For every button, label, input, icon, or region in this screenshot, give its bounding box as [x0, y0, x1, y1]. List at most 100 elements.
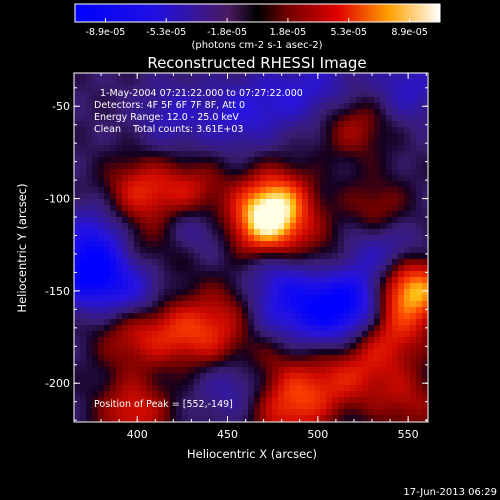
heatmap-cell [170, 373, 177, 380]
heatmap-cell [92, 265, 99, 272]
heatmap-cell [206, 133, 213, 140]
heatmap-cell [362, 115, 369, 122]
heatmap-cell [416, 343, 423, 350]
heatmap-cell [182, 103, 189, 110]
heatmap-cell [98, 379, 105, 386]
heatmap-cell [158, 103, 165, 110]
heatmap-cell [320, 103, 327, 110]
heatmap-cell [182, 133, 189, 140]
heatmap-cell [230, 349, 237, 356]
heatmap-cell [116, 91, 123, 98]
heatmap-cell [398, 133, 405, 140]
heatmap-cell [74, 289, 81, 296]
heatmap-cell [284, 385, 291, 392]
heatmap-cell [218, 229, 225, 236]
heatmap-cell [146, 109, 153, 116]
heatmap-cell [140, 157, 147, 164]
heatmap-cell [266, 163, 273, 170]
heatmap-cell [254, 121, 261, 128]
heatmap-cell [314, 193, 321, 200]
heatmap-cell [266, 385, 273, 392]
heatmap-cell [146, 91, 153, 98]
heatmap-cell [380, 79, 387, 86]
heatmap-cell [344, 355, 351, 362]
heatmap-cell [302, 79, 309, 86]
heatmap-cell [362, 97, 369, 104]
heatmap-cell [110, 373, 117, 380]
heatmap-cell [242, 325, 249, 332]
heatmap-cell [206, 91, 213, 98]
heatmap-cell [326, 397, 333, 404]
heatmap-cell [326, 409, 333, 416]
heatmap-cell [230, 343, 237, 350]
heatmap-cell [212, 349, 219, 356]
heatmap-cell [80, 337, 87, 344]
heatmap-cell [116, 103, 123, 110]
heatmap-cell [272, 211, 279, 218]
heatmap-cell [152, 319, 159, 326]
heatmap-cell [80, 163, 87, 170]
heatmap-cell [98, 367, 105, 374]
heatmap-cell [104, 91, 111, 98]
heatmap-cell [110, 187, 117, 194]
heatmap-cell [194, 385, 201, 392]
heatmap-cell [134, 193, 141, 200]
heatmap-cell [236, 103, 243, 110]
heatmap-cell [344, 415, 351, 422]
heatmap-cell [92, 235, 99, 242]
heatmap-cell [296, 301, 303, 308]
heatmap-cell [344, 403, 351, 410]
heatmap-cell [320, 217, 327, 224]
heatmap-cell [122, 319, 129, 326]
heatmap-cell [290, 307, 297, 314]
heatmap-cell [308, 175, 315, 182]
heatmap-cell [344, 157, 351, 164]
heatmap-cell [374, 283, 381, 290]
heatmap-cell [302, 325, 309, 332]
heatmap-cell [386, 397, 393, 404]
heatmap-cell [176, 313, 183, 320]
heatmap-cell [170, 205, 177, 212]
heatmap-cell [380, 409, 387, 416]
heatmap-cell [416, 307, 423, 314]
heatmap-cell [230, 301, 237, 308]
heatmap-cell [338, 325, 345, 332]
heatmap-cell [152, 163, 159, 170]
heatmap-cell [152, 403, 159, 410]
heatmap-cell [326, 283, 333, 290]
heatmap-cell [134, 85, 141, 92]
heatmap-cell [242, 271, 249, 278]
heatmap-cell [392, 79, 399, 86]
heatmap-cell [242, 181, 249, 188]
heatmap-cell [326, 253, 333, 260]
heatmap-cell [248, 79, 255, 86]
heatmap-cell [344, 265, 351, 272]
heatmap-cell [308, 343, 315, 350]
heatmap-cell [374, 109, 381, 116]
heatmap-cell [152, 199, 159, 206]
heatmap-cell [350, 109, 357, 116]
heatmap-cell [266, 217, 273, 224]
heatmap-cell [80, 265, 87, 272]
heatmap-cell [236, 379, 243, 386]
heatmap-cell [194, 205, 201, 212]
heatmap-cell [260, 253, 267, 260]
heatmap-cell [374, 379, 381, 386]
heatmap-cell [80, 271, 87, 278]
heatmap-cell [278, 331, 285, 338]
heatmap-cell [218, 361, 225, 368]
heatmap-cell [326, 79, 333, 86]
heatmap-cell [74, 373, 81, 380]
heatmap-cell [248, 379, 255, 386]
heatmap-cell [404, 325, 411, 332]
heatmap-cell [350, 127, 357, 134]
heatmap-cell [188, 349, 195, 356]
heatmap-cell [176, 103, 183, 110]
heatmap-cell [164, 247, 171, 254]
heatmap-cell [92, 397, 99, 404]
heatmap-cell [278, 337, 285, 344]
heatmap-cell [200, 145, 207, 152]
heatmap-cell [368, 187, 375, 194]
heatmap-cell [92, 121, 99, 128]
heatmap-cell [326, 313, 333, 320]
